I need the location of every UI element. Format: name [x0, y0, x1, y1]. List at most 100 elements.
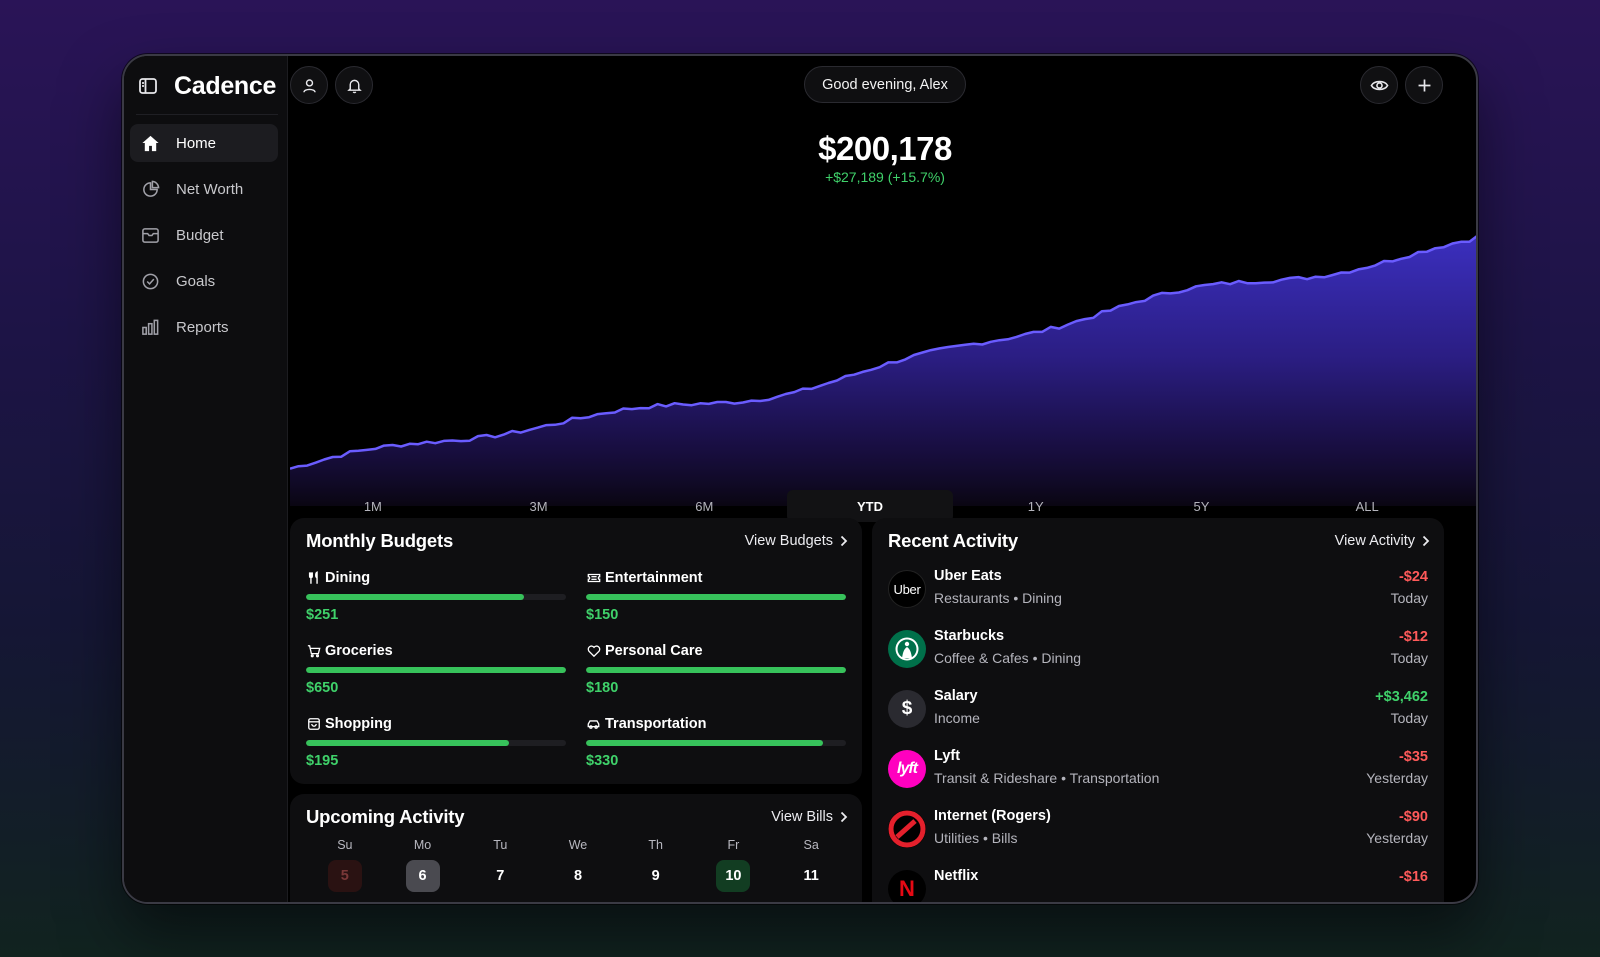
tab-5y[interactable]: 5Y — [1193, 498, 1210, 514]
day-number: 11 — [803, 868, 819, 884]
transaction-amount: -$24 — [1398, 569, 1428, 585]
list-item[interactable]: N Netflix -$16 — [888, 868, 1428, 902]
list-item[interactable]: Uber Uber Eats Restaurants • Dining -$24… — [888, 568, 1428, 628]
transaction-date: Today — [1390, 590, 1428, 606]
merchant-category: Coffee & Cafes • Dining — [934, 650, 1082, 666]
budget-entertainment[interactable]: Entertainment $150 — [586, 568, 846, 626]
sidebar-item-goals[interactable]: Goals — [130, 262, 278, 300]
budget-name: Entertainment — [605, 570, 703, 586]
calendar-day[interactable]: 11 — [772, 860, 850, 892]
merchant-category: Income — [934, 710, 980, 726]
budget-amount: $251 — [306, 607, 339, 623]
view-bills-link[interactable]: View Bills — [771, 809, 848, 825]
sidebar-item-net-worth[interactable]: Net Worth — [130, 170, 278, 208]
sidebar: Cadence Home Net Worth Budget — [124, 56, 288, 902]
budget-amount: $195 — [306, 753, 339, 769]
upcoming-activity-card: Upcoming Activity View Bills Su Mo Tu We… — [290, 794, 862, 902]
starbucks-logo-icon — [888, 630, 926, 668]
sidebar-item-label: Net Worth — [176, 180, 244, 198]
net-worth-summary: $200,178 +$27,189 (+15.7%) — [704, 130, 1066, 185]
divider — [136, 114, 278, 115]
sidebar-item-label: Reports — [176, 318, 229, 336]
tab-3m[interactable]: 3M — [529, 498, 548, 514]
ticket-icon — [586, 571, 601, 586]
budget-progress-bar — [306, 740, 566, 746]
budget-transportation[interactable]: Transportation $330 — [586, 714, 846, 772]
list-item[interactable]: Internet (Rogers) Utilities • Bills -$90… — [888, 808, 1428, 868]
tab-1y[interactable]: 1Y — [1027, 498, 1044, 514]
calendar-day-bill[interactable]: 10 — [695, 860, 773, 892]
card-title: Recent Activity — [888, 530, 1018, 551]
weekday-label: Fr — [727, 838, 740, 852]
budget-amount: $180 — [586, 680, 619, 696]
merchant-category: Transit & Rideshare • Transportation — [934, 770, 1160, 786]
add-button[interactable] — [1405, 66, 1443, 104]
net-worth-value: $200,178 — [818, 130, 952, 167]
merchant-name: Lyft — [934, 748, 961, 764]
budget-groceries[interactable]: Groceries $650 — [306, 641, 566, 699]
plus-icon — [1416, 77, 1433, 94]
sidebar-item-reports[interactable]: Reports — [130, 308, 278, 346]
net-worth-chart[interactable] — [289, 226, 1476, 506]
view-activity-link[interactable]: View Activity — [1335, 533, 1430, 549]
budget-progress-bar — [586, 667, 846, 673]
budget-shopping[interactable]: Shopping $195 — [306, 714, 566, 772]
list-item[interactable]: $ Salary Income +$3,462 Today — [888, 688, 1428, 748]
sidebar-item-home[interactable]: Home — [130, 124, 278, 162]
transaction-date: Yesterday — [1366, 830, 1428, 846]
week-calendar: Su Mo Tu We Th Fr Sa 5 6 7 8 9 10 11 — [306, 838, 850, 892]
weekday-label: Mo — [413, 838, 432, 852]
list-item[interactable]: Starbucks Coffee & Cafes • Dining -$12 T… — [888, 628, 1428, 688]
user-icon — [301, 77, 318, 94]
chart-area — [290, 236, 1476, 506]
uber-logo-icon: Uber — [888, 570, 926, 608]
view-budgets-link[interactable]: View Budgets — [745, 533, 848, 549]
budget-name: Shopping — [325, 716, 392, 732]
transaction-amount: -$12 — [1398, 629, 1428, 645]
budget-dining[interactable]: Dining $251 — [306, 568, 566, 626]
transaction-date: Today — [1390, 650, 1428, 666]
budget-name: Dining — [325, 570, 371, 586]
budget-progress-bar — [586, 594, 846, 600]
tab-1m[interactable]: 1M — [363, 498, 382, 514]
transaction-amount: +$3,462 — [1375, 689, 1428, 705]
rogers-logo-icon — [888, 810, 926, 848]
sidebar-toggle-icon[interactable] — [138, 76, 158, 96]
sidebar-item-budget[interactable]: Budget — [130, 216, 278, 254]
sidebar-item-label: Goals — [176, 272, 216, 290]
weekday-label: Tu — [493, 838, 508, 852]
budget-name: Groceries — [325, 643, 393, 659]
tab-all[interactable]: ALL — [1355, 498, 1379, 514]
calendar-day[interactable]: 9 — [617, 860, 695, 892]
car-icon — [586, 717, 601, 732]
calendar-day[interactable]: 7 — [461, 860, 539, 892]
tab-6m[interactable]: 6M — [695, 498, 714, 514]
chevron-right-icon — [839, 535, 848, 547]
chart-line — [289, 235, 1476, 470]
calendar-day-today[interactable]: 6 — [384, 860, 462, 892]
profile-button[interactable] — [290, 66, 328, 104]
notifications-button[interactable] — [335, 66, 373, 104]
heart-icon — [586, 644, 601, 659]
calendar-day[interactable]: 5 — [306, 860, 384, 892]
bar-chart-icon — [140, 317, 160, 337]
home-icon — [140, 133, 160, 153]
toggle-visibility-button[interactable] — [1360, 66, 1398, 104]
app-title: Cadence — [174, 71, 277, 100]
chevron-right-icon — [1421, 535, 1430, 547]
budget-personal-care[interactable]: Personal Care $180 — [586, 641, 846, 699]
budget-grid: Dining $251 Entertainment $150 — [306, 568, 846, 772]
link-label: View Budgets — [744, 533, 833, 549]
calendar-day[interactable]: 8 — [539, 860, 617, 892]
lyft-logo-icon: lyft — [888, 750, 926, 788]
weekday-label: Th — [648, 838, 663, 852]
activity-list: Uber Uber Eats Restaurants • Dining -$24… — [888, 568, 1428, 902]
net-worth-chart-svg — [289, 235, 1476, 506]
brand: Cadence — [138, 70, 276, 102]
range-tabs: 1M 3M 6M YTD 1Y 5Y ALL — [290, 490, 1450, 522]
list-item[interactable]: lyft Lyft Transit & Rideshare • Transpor… — [888, 748, 1428, 808]
link-label: View Bills — [771, 809, 833, 825]
merchant-category: Utilities • Bills — [934, 830, 1018, 846]
bell-icon — [346, 77, 363, 94]
tab-ytd[interactable]: YTD — [787, 490, 953, 522]
